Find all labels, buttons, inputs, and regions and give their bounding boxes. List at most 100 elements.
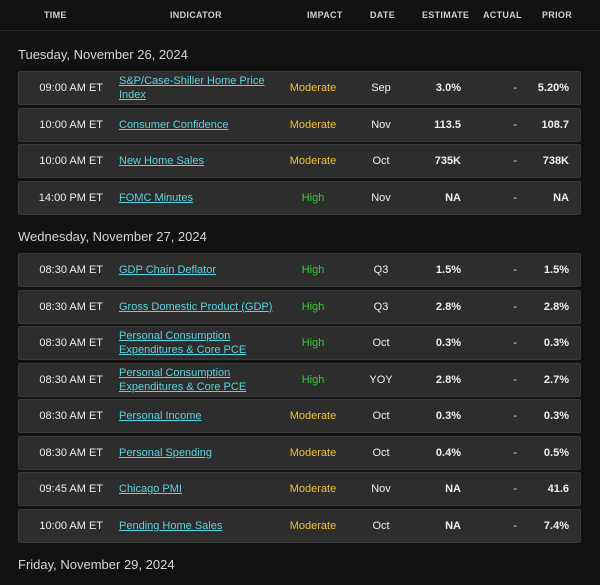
impact-badge: High bbox=[301, 264, 325, 276]
impact-badge: Moderate bbox=[289, 155, 337, 167]
indicator-link[interactable]: Personal Consumption Expenditures & Core… bbox=[119, 366, 247, 393]
actual-value: - bbox=[513, 264, 517, 276]
actual-value: - bbox=[513, 410, 517, 422]
impact-badge: Moderate bbox=[289, 483, 337, 495]
event-period: Oct bbox=[372, 519, 390, 532]
event-period: YOY bbox=[369, 373, 393, 386]
prior-value: 7.4% bbox=[543, 519, 569, 532]
event-time: 08:30 AM ET bbox=[39, 410, 103, 422]
table-row: 08:30 AM ET Gross Domestic Product (GDP) H… bbox=[18, 289, 581, 324]
actual-value: - bbox=[513, 373, 517, 386]
table-row: 09:45 AM ET Chicago PMI Moderate Nov NA - 41.6 bbox=[18, 472, 581, 506]
table-row: 08:30 AM ET Personal Income Moderate Oct 0.3… bbox=[18, 399, 581, 433]
header-prior: PRIOR bbox=[542, 10, 573, 20]
header-indicator: INDICATOR bbox=[170, 10, 222, 20]
indicator-link[interactable]: FOMC Minutes bbox=[119, 191, 193, 204]
event-time: 08:30 AM ET bbox=[39, 373, 103, 386]
day-heading: Wednesday, November 27, 2024 bbox=[18, 229, 207, 244]
header-time: TIME bbox=[44, 10, 67, 20]
estimate-value: NA bbox=[445, 519, 461, 532]
event-time: 08:30 AM ET bbox=[39, 300, 103, 313]
prior-value: 5.20% bbox=[537, 82, 569, 94]
prior-value: 0.5% bbox=[543, 446, 569, 459]
estimate-value: 3.0% bbox=[435, 82, 461, 94]
event-period: Nov bbox=[371, 118, 391, 131]
indicator-link[interactable]: Personal Income bbox=[119, 410, 202, 422]
actual-value: - bbox=[513, 446, 517, 459]
actual-value: - bbox=[513, 118, 517, 131]
estimate-value: 2.8% bbox=[435, 373, 461, 386]
indicator-link[interactable]: Pending Home Sales bbox=[119, 519, 223, 532]
header-actual: ACTUAL bbox=[483, 10, 522, 20]
estimate-value: NA bbox=[445, 483, 461, 495]
day-heading: Tuesday, November 26, 2024 bbox=[18, 47, 188, 62]
event-time: 14:00 PM ET bbox=[38, 191, 103, 204]
indicator-link[interactable]: New Home Sales bbox=[119, 155, 204, 167]
table-row: 08:30 AM ET Personal Consumption Expendit… bbox=[18, 362, 581, 397]
estimate-value: 735K bbox=[434, 155, 461, 167]
impact-badge: Moderate bbox=[289, 519, 337, 532]
indicator-link[interactable]: Personal Consumption Expenditures & Core… bbox=[119, 330, 247, 356]
event-time: 10:00 AM ET bbox=[39, 155, 103, 167]
actual-value: - bbox=[513, 337, 517, 349]
header-impact: IMPACT bbox=[307, 10, 343, 20]
event-time: 10:00 AM ET bbox=[39, 118, 103, 131]
actual-value: - bbox=[513, 155, 517, 167]
actual-value: - bbox=[513, 300, 517, 313]
prior-value: 108.7 bbox=[541, 118, 569, 131]
prior-value: NA bbox=[553, 191, 569, 204]
economic-calendar: Tuesday, November 26, 2024 09:00 AM ET S&P… bbox=[0, 35, 600, 581]
event-list: 09:00 AM ET S&P/Case-Shiller Home Price I… bbox=[0, 71, 600, 215]
estimate-value: 2.8% bbox=[435, 300, 461, 313]
table-row: 08:30 AM ET GDP Chain Deflator High Q3 1.5% -… bbox=[18, 253, 581, 287]
indicator-link[interactable]: Personal Spending bbox=[119, 446, 212, 459]
event-period: Oct bbox=[372, 410, 390, 422]
prior-value: 0.3% bbox=[543, 410, 569, 422]
table-row: 10:00 AM ET Pending Home Sales Moderate Oct… bbox=[18, 508, 581, 543]
estimate-value: 0.4% bbox=[435, 446, 461, 459]
event-time: 10:00 AM ET bbox=[39, 519, 103, 532]
estimate-value: NA bbox=[445, 191, 461, 204]
event-time: 08:30 AM ET bbox=[39, 337, 103, 349]
table-row: 14:00 PM ET FOMC Minutes High Nov NA - NA bbox=[18, 180, 581, 215]
impact-badge: Moderate bbox=[289, 82, 337, 94]
actual-value: - bbox=[513, 191, 517, 204]
prior-value: 0.3% bbox=[543, 337, 569, 349]
prior-value: 738K bbox=[542, 155, 569, 167]
actual-value: - bbox=[513, 82, 517, 94]
table-row: 08:30 AM ET Personal Consumption Expendit… bbox=[18, 326, 581, 360]
prior-value: 2.8% bbox=[543, 300, 569, 313]
event-period: Nov bbox=[371, 483, 391, 495]
day-heading: Friday, November 29, 2024 bbox=[18, 557, 175, 572]
event-time: 08:30 AM ET bbox=[39, 264, 103, 276]
event-list: 08:30 AM ET GDP Chain Deflator High Q3 1.5% -… bbox=[0, 253, 600, 543]
event-period: Nov bbox=[371, 191, 391, 204]
event-time: 08:30 AM ET bbox=[39, 446, 103, 459]
prior-value: 41.6 bbox=[547, 483, 569, 495]
event-time: 09:00 AM ET bbox=[39, 82, 103, 94]
indicator-link[interactable]: Gross Domestic Product (GDP) bbox=[119, 300, 273, 313]
actual-value: - bbox=[513, 519, 517, 532]
event-period: Oct bbox=[372, 337, 390, 349]
table-row: 10:00 AM ET New Home Sales Moderate Oct 735K… bbox=[18, 144, 581, 178]
estimate-value: 1.5% bbox=[435, 264, 461, 276]
indicator-link[interactable]: S&P/Case-Shiller Home Price Index bbox=[119, 75, 265, 101]
indicator-link[interactable]: GDP Chain Deflator bbox=[119, 264, 217, 276]
impact-badge: High bbox=[301, 300, 325, 313]
impact-badge: Moderate bbox=[289, 446, 337, 459]
impact-badge: High bbox=[301, 337, 325, 349]
event-period: Sep bbox=[371, 82, 391, 94]
prior-value: 2.7% bbox=[543, 373, 569, 386]
impact-badge: Moderate bbox=[289, 410, 337, 422]
event-period: Q3 bbox=[373, 300, 389, 313]
table-row: 09:00 AM ET S&P/Case-Shiller Home Price I… bbox=[18, 71, 581, 105]
impact-badge: High bbox=[301, 191, 325, 204]
indicator-link[interactable]: Chicago PMI bbox=[119, 483, 182, 495]
estimate-value: 113.5 bbox=[434, 118, 461, 131]
estimate-value: 0.3% bbox=[435, 410, 461, 422]
impact-badge: High bbox=[301, 373, 325, 386]
header-estimate: ESTIMATE bbox=[422, 10, 470, 20]
event-period: Q3 bbox=[373, 264, 389, 276]
indicator-link[interactable]: Consumer Confidence bbox=[119, 118, 229, 131]
event-period: Oct bbox=[372, 155, 390, 167]
